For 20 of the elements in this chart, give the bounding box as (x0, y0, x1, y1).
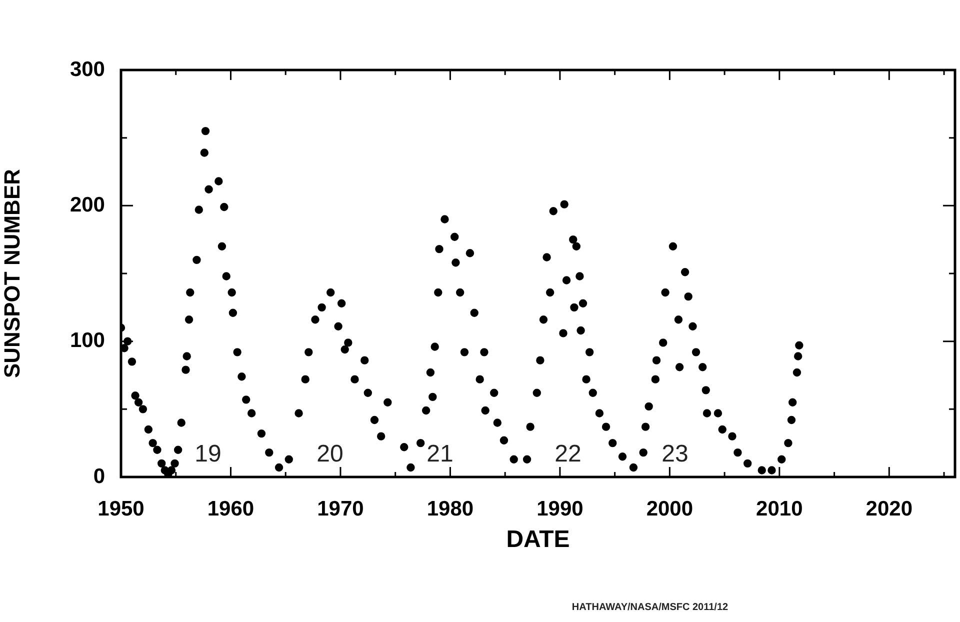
x-tick-label: 2020 (866, 497, 913, 520)
x-tick-label: 1990 (536, 497, 584, 520)
annotation: 20 (316, 440, 344, 468)
y-axis-title: SUNSPOT NUMBER (0, 168, 24, 378)
annotation: 19 (194, 440, 222, 468)
x-tick-label: 1960 (207, 497, 254, 520)
y-tick-label: 100 (70, 329, 105, 352)
y-tick-label: 200 (70, 193, 105, 216)
x-tick-label: 1950 (98, 497, 144, 520)
y-tick-label: 300 (70, 58, 105, 81)
text: HATHAWAY/NASA/MSFC 2011/12 (572, 602, 729, 613)
annotation: 22 (554, 440, 582, 468)
x-tick-label: 1980 (426, 497, 474, 520)
x-tick-label: 2000 (646, 497, 694, 520)
annotation: 21 (426, 440, 454, 468)
x-tick-label: 2010 (756, 497, 803, 520)
x-axis-title: DATE (506, 526, 570, 554)
x-tick-label: 1970 (317, 497, 364, 520)
y-tick-label: 0 (93, 464, 105, 488)
annotation: 23 (662, 440, 688, 468)
